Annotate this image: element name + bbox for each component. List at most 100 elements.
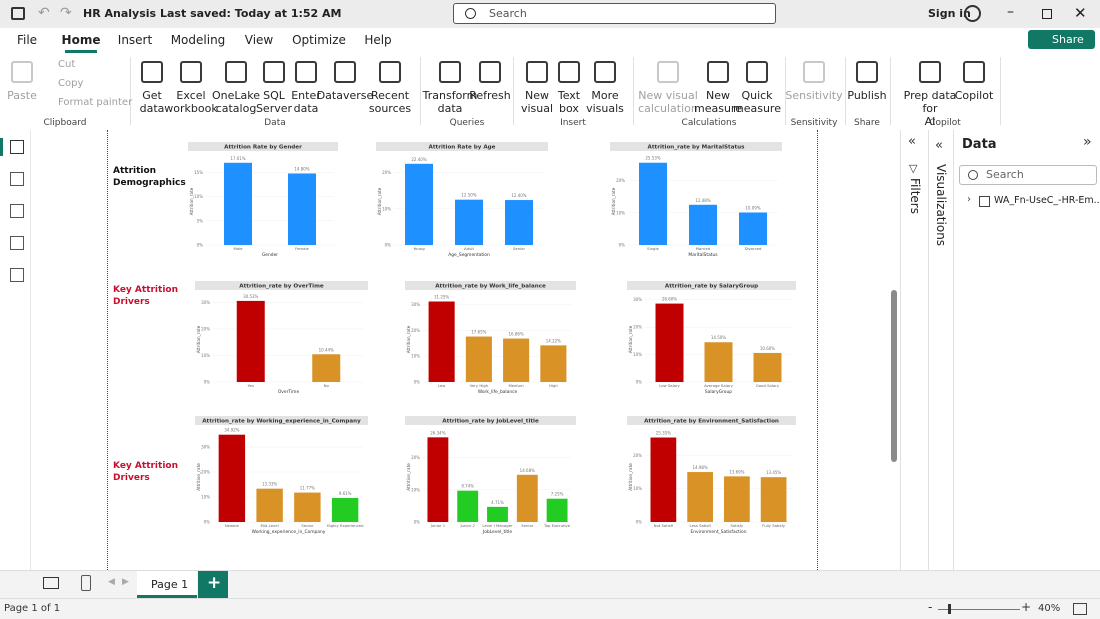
ribbon-button[interactable]: Publish [832, 61, 902, 102]
y-axis-label: Attrition_rate [196, 325, 201, 353]
mobile-layout[interactable] [81, 575, 91, 591]
avatar[interactable] [964, 5, 981, 22]
filters-pane[interactable]: « ▽ Filters [900, 130, 929, 570]
saved-status[interactable]: Last saved: Today at 1:52 AM [160, 7, 342, 20]
ribbon-button[interactable]: Quick measure [722, 61, 792, 115]
x-tick-label: Newbie [225, 523, 240, 528]
ribbon-button[interactable]: Text box [534, 61, 604, 115]
table-name[interactable]: WA_Fn-UseC_-HR-Em... [994, 195, 1100, 206]
ribbon-icon [856, 61, 878, 83]
visualizations-pane[interactable]: « Visualizations [928, 130, 954, 570]
y-tick-label: 30% [633, 297, 642, 302]
bar [704, 342, 733, 382]
ribbon-separator [845, 57, 846, 125]
share-button[interactable]: Share [1028, 30, 1095, 49]
search-icon [465, 8, 476, 19]
add-page[interactable]: + [198, 571, 228, 598]
save-icon[interactable] [11, 7, 25, 20]
y-tick-label: 10% [382, 206, 391, 211]
fit-page[interactable] [1073, 603, 1087, 615]
data-search[interactable]: Search [959, 165, 1097, 185]
x-tick-label: Female [295, 246, 309, 251]
ribbon-button[interactable]: Transform data [415, 61, 485, 115]
ribbon-button[interactable]: Refresh [455, 61, 525, 102]
y-tick-label: 30% [411, 302, 420, 307]
ribbon-icon [180, 61, 202, 83]
ribbon-small-button[interactable]: Format painter [58, 97, 133, 108]
collapse-visualizations[interactable]: « [935, 138, 943, 153]
bar [236, 300, 265, 382]
zoom-thumb[interactable] [948, 604, 951, 614]
menu-tab[interactable]: View [244, 33, 274, 47]
ribbon-icon [558, 61, 580, 83]
report-view[interactable] [10, 140, 24, 154]
menu-tab[interactable]: Help [364, 33, 392, 47]
ribbon-button[interactable]: New measure [683, 61, 753, 115]
sign-in[interactable]: Sign in [928, 7, 971, 20]
scrollbar[interactable] [891, 290, 897, 462]
collapse-data[interactable]: » [1083, 134, 1092, 150]
ribbon-button[interactable]: New visual calculation [633, 61, 703, 115]
x-axis-label: MaritalStatus [688, 252, 718, 258]
ribbon-button[interactable]: Paste [0, 61, 57, 102]
ribbon-button[interactable]: Dataverse [310, 61, 380, 102]
dax-view[interactable] [10, 236, 24, 250]
ribbon-button[interactable]: Recent sources [355, 61, 425, 115]
ribbon-button[interactable]: Excel workbook [156, 61, 226, 115]
ribbon-button-label: data [437, 102, 463, 115]
zoom-out[interactable]: - [928, 600, 933, 614]
x-tick-label: Less Satisfi [690, 523, 712, 528]
x-tick-label: Senior [521, 523, 534, 528]
bar [331, 497, 359, 522]
model-view[interactable] [10, 204, 24, 218]
ribbon-button[interactable]: OneLake catalog [201, 61, 271, 115]
ribbon-button-label: Sensitivity [785, 89, 843, 102]
menu-tab[interactable]: Modeling [170, 33, 226, 47]
y-axis-label: Attrition_rate [196, 463, 201, 491]
zoom-in[interactable]: + [1021, 600, 1032, 614]
ribbon-button[interactable]: Enter data [271, 61, 341, 115]
ribbon-button[interactable]: Get data [117, 61, 187, 115]
search-box[interactable]: Search [453, 3, 776, 24]
ribbon-button[interactable]: Sensitivity [779, 61, 849, 102]
data-pane: Data » Search › WA_Fn-UseC_-HR-Em... [953, 130, 1100, 570]
minimize[interactable]: – [1007, 4, 1014, 20]
prev-page[interactable]: ◀ [108, 577, 115, 587]
bar [465, 336, 492, 382]
redo[interactable]: ↷ [60, 5, 72, 21]
ribbon-separator [1000, 57, 1001, 125]
close[interactable]: ✕ [1074, 4, 1087, 22]
ribbon-small-button[interactable]: Cut [58, 59, 76, 70]
table-view[interactable] [10, 172, 24, 186]
file-title: HR Analysis [83, 7, 157, 20]
menu-tab[interactable]: File [16, 33, 38, 47]
menu-tab[interactable]: Insert [117, 33, 153, 47]
ribbon: Clipboard Paste Data Get data Excel workbook On… [0, 53, 1100, 131]
ribbon-button[interactable]: Prep data for AI [895, 61, 965, 128]
expand-table[interactable]: › [967, 194, 971, 205]
ribbon-button[interactable]: Copilot [939, 61, 1009, 102]
undo[interactable]: ↶ [38, 5, 50, 21]
ribbon-button[interactable]: New visual [502, 61, 572, 115]
value-label: 25.35% [656, 431, 671, 436]
x-tick-label: Not Satisfi [654, 523, 674, 528]
y-axis-label: Attrition_rate [406, 463, 411, 491]
x-tick-label: Fully Satisfy [762, 523, 785, 528]
y-axis-label: Attrition_rate [628, 463, 633, 491]
x-tick-label: Low Salary [659, 383, 680, 388]
menu-tab[interactable]: Optimize [292, 33, 346, 47]
maximize[interactable] [1042, 9, 1052, 19]
ribbon-button[interactable]: More visuals [570, 61, 640, 115]
desktop-layout[interactable] [43, 577, 59, 589]
page-tab[interactable]: Page 1 [137, 571, 197, 598]
collapse-filters[interactable]: « [908, 134, 916, 149]
ribbon-button[interactable]: SQL Server [239, 61, 309, 115]
ribbon-button-label: Prep data for [903, 89, 957, 115]
bar [516, 474, 538, 522]
tmdl-view[interactable] [10, 268, 24, 282]
x-tick-label: Satisfy [730, 523, 744, 528]
ribbon-button-label: OneLake [211, 89, 260, 102]
next-page[interactable]: ▶ [122, 577, 129, 587]
ribbon-small-button[interactable]: Copy [58, 78, 84, 89]
menu-tab[interactable]: Home [61, 33, 101, 47]
